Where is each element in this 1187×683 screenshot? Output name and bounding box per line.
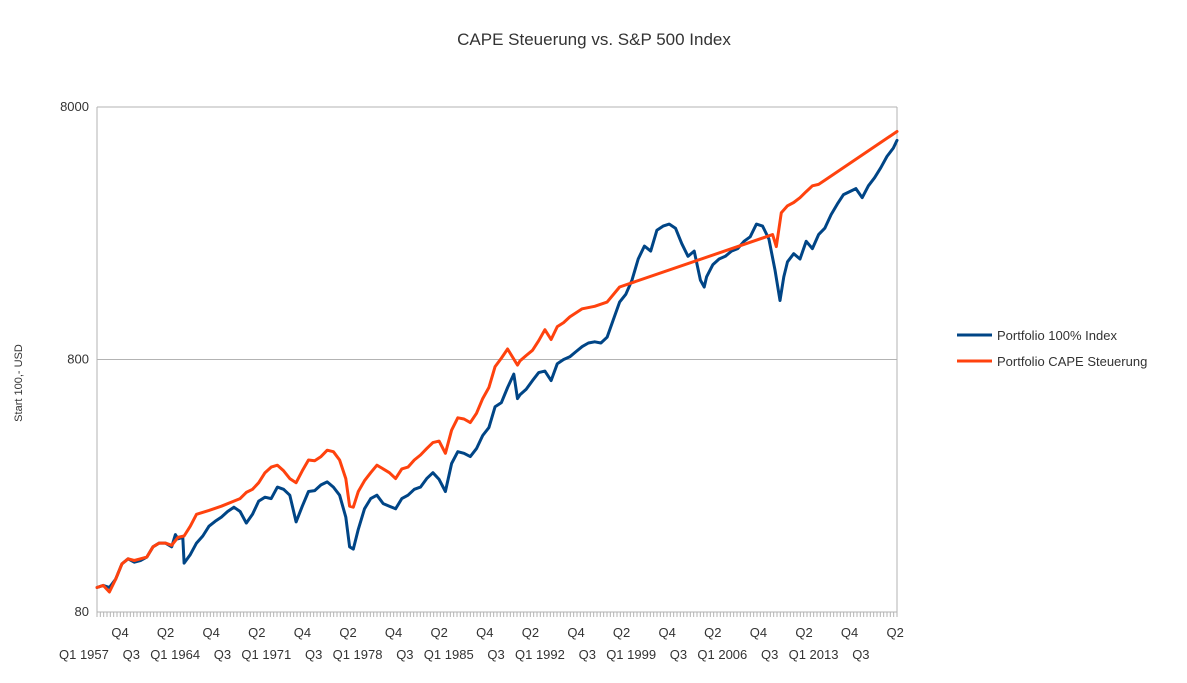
x-tick-label-row1: Q2 [887,625,904,640]
x-tick-label-row1: Q2 [613,625,630,640]
x-tick-label-row2: Q1 2006 [697,647,747,662]
x-tick-label-row2: Q3 [487,647,504,662]
x-tick-label-row2: Q1 1978 [333,647,383,662]
x-tick-label-row2: Q1 1992 [515,647,565,662]
y-tick-labels: 80 800 8000 [60,99,89,619]
x-tick-label-row1: Q4 [659,625,676,640]
series-lines [95,130,899,594]
x-tick-label-row2: Q3 [670,647,687,662]
y-axis-title: Start 100,- USD [13,344,25,422]
x-tick-label-row2: Q1 1957 [59,647,109,662]
x-tick-label-row2: Q1 1971 [241,647,291,662]
x-tick-label-row2: Q3 [761,647,778,662]
x-tick-label-row1: Q4 [476,625,493,640]
x-tick-label-row1: Q4 [567,625,584,640]
x-tick-label-row1: Q2 [339,625,356,640]
x-tick-label-row1: Q4 [841,625,858,640]
x-tick-label-row2: Q3 [214,647,231,662]
x-tick-label-row2: Q1 1999 [606,647,656,662]
x-tick-label-row2: Q1 1964 [150,647,200,662]
axes [96,107,898,617]
x-tick-label-row2: Q1 1985 [424,647,474,662]
chart-title: CAPE Steuerung vs. S&P 500 Index [457,30,731,49]
x-tick-label-row1: Q2 [704,625,721,640]
x-tick-label-row1: Q4 [294,625,311,640]
series-line-portfolio-cape [95,130,899,594]
series-line-portfolio-index [95,138,899,589]
legend-label: Portfolio 100% Index [997,328,1117,343]
x-tick-label-row2: Q3 [396,647,413,662]
x-tick-label-row1: Q2 [157,625,174,640]
y-tick-label: 8000 [60,99,89,114]
x-tick-label-row1: Q4 [111,625,128,640]
legend-label: Portfolio CAPE Steuerung [997,354,1147,369]
x-tick-label-row2: Q3 [123,647,140,662]
x-tick-labels: Q4 Q2 Q4 Q2 Q4 Q2 Q4 Q2 Q4 Q2 Q4 Q2 Q4 Q2 Q4 Q2 Q4 Q2 Q1 1… [59,625,904,662]
legend: Portfolio 100% Index Portfolio CAPE Steue… [957,328,1147,369]
x-tick-label-row2: Q3 [579,647,596,662]
y-tick-label: 800 [67,352,89,367]
x-tick-label-row2: Q3 [852,647,869,662]
x-tick-label-row1: Q4 [385,625,402,640]
x-tick-label-row1: Q2 [431,625,448,640]
x-tick-label-row1: Q2 [522,625,539,640]
x-tick-label-row1: Q2 [795,625,812,640]
gridlines [97,106,897,613]
x-tick-label-row2: Q3 [305,647,322,662]
x-tick-label-row2: Q1 2013 [789,647,839,662]
y-tick-label: 80 [75,604,89,619]
x-tick-label-row1: Q4 [750,625,767,640]
x-tick-label-row1: Q2 [248,625,265,640]
x-tick-label-row1: Q4 [203,625,220,640]
